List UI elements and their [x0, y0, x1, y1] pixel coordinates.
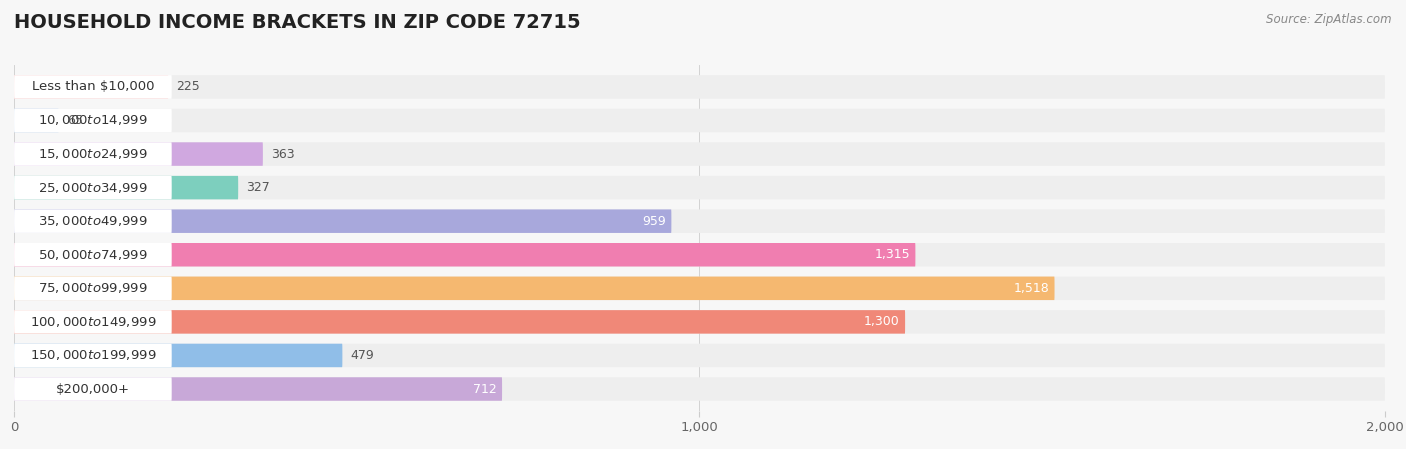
FancyBboxPatch shape [14, 142, 172, 166]
Text: 712: 712 [472, 383, 496, 396]
FancyBboxPatch shape [14, 343, 1385, 367]
FancyBboxPatch shape [14, 243, 1385, 267]
FancyBboxPatch shape [14, 209, 1385, 233]
FancyBboxPatch shape [14, 75, 169, 99]
Text: 1,518: 1,518 [1014, 282, 1049, 295]
Text: Less than $10,000: Less than $10,000 [31, 80, 155, 93]
FancyBboxPatch shape [14, 142, 1385, 166]
Text: 65: 65 [67, 114, 83, 127]
FancyBboxPatch shape [14, 343, 343, 367]
FancyBboxPatch shape [14, 243, 172, 267]
FancyBboxPatch shape [14, 75, 172, 99]
Text: 225: 225 [177, 80, 200, 93]
Text: $15,000 to $24,999: $15,000 to $24,999 [38, 147, 148, 161]
Text: $10,000 to $14,999: $10,000 to $14,999 [38, 114, 148, 128]
Text: $150,000 to $199,999: $150,000 to $199,999 [30, 348, 156, 362]
FancyBboxPatch shape [14, 243, 915, 267]
Text: 327: 327 [246, 181, 270, 194]
Text: 1,300: 1,300 [863, 315, 900, 328]
Text: $75,000 to $99,999: $75,000 to $99,999 [38, 282, 148, 295]
FancyBboxPatch shape [14, 75, 1385, 99]
Text: HOUSEHOLD INCOME BRACKETS IN ZIP CODE 72715: HOUSEHOLD INCOME BRACKETS IN ZIP CODE 72… [14, 13, 581, 32]
FancyBboxPatch shape [14, 277, 1054, 300]
Text: $35,000 to $49,999: $35,000 to $49,999 [38, 214, 148, 228]
FancyBboxPatch shape [14, 209, 172, 233]
FancyBboxPatch shape [14, 142, 263, 166]
FancyBboxPatch shape [14, 377, 502, 401]
FancyBboxPatch shape [14, 109, 172, 132]
FancyBboxPatch shape [14, 109, 1385, 132]
Text: Source: ZipAtlas.com: Source: ZipAtlas.com [1267, 13, 1392, 26]
FancyBboxPatch shape [14, 109, 59, 132]
FancyBboxPatch shape [14, 377, 1385, 401]
FancyBboxPatch shape [14, 176, 1385, 199]
Text: $200,000+: $200,000+ [56, 383, 129, 396]
Text: $100,000 to $149,999: $100,000 to $149,999 [30, 315, 156, 329]
FancyBboxPatch shape [14, 310, 1385, 334]
Text: 479: 479 [350, 349, 374, 362]
FancyBboxPatch shape [14, 377, 172, 401]
FancyBboxPatch shape [14, 176, 172, 199]
FancyBboxPatch shape [14, 277, 1385, 300]
Text: $50,000 to $74,999: $50,000 to $74,999 [38, 248, 148, 262]
FancyBboxPatch shape [14, 310, 172, 334]
FancyBboxPatch shape [14, 176, 238, 199]
FancyBboxPatch shape [14, 343, 172, 367]
Text: 959: 959 [643, 215, 666, 228]
Text: $25,000 to $34,999: $25,000 to $34,999 [38, 180, 148, 194]
Text: 1,315: 1,315 [875, 248, 910, 261]
FancyBboxPatch shape [14, 209, 672, 233]
Text: 363: 363 [271, 148, 295, 161]
FancyBboxPatch shape [14, 277, 172, 300]
FancyBboxPatch shape [14, 310, 905, 334]
